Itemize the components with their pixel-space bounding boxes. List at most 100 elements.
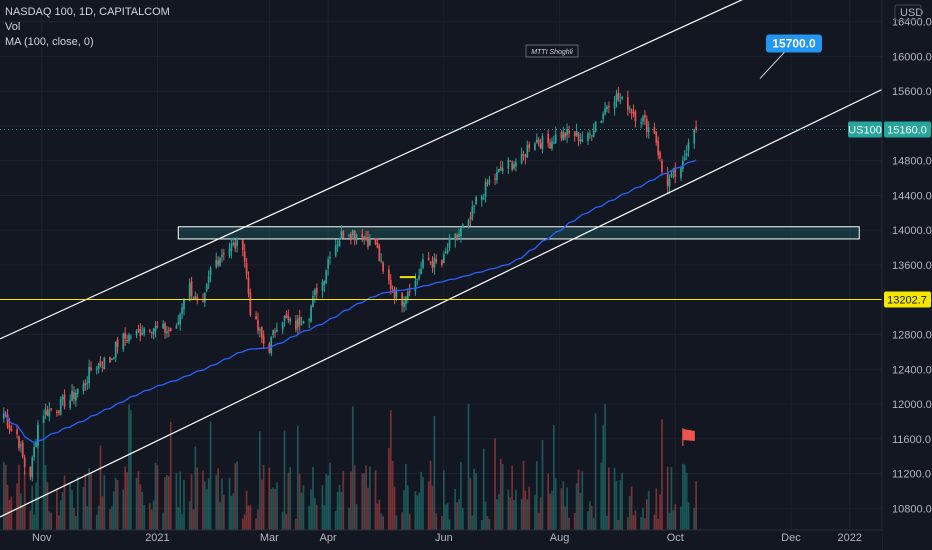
candle-body [501,168,504,172]
price-tick-label: 12800.0 [892,330,932,342]
volume-bar [365,465,367,530]
channel-upper-trendline[interactable] [0,0,770,340]
volume-bar [626,517,629,530]
candle-body [135,330,138,336]
volume-bar [589,501,591,530]
volume-bar [16,483,18,530]
support-zone-box[interactable] [177,226,860,240]
candle-body [234,242,237,249]
candle-body [661,160,663,173]
candle-body [687,142,690,151]
symbol-title[interactable]: NASDAQ 100, 1D, CAPITALCOM [5,6,170,18]
moving-average-line[interactable] [3,159,697,443]
time-tick-label: Mar [260,532,279,544]
candle-body [473,205,476,207]
candle-body [287,315,290,321]
volume-bar [209,421,212,530]
time-axis[interactable]: Nov 2021 Mar Apr Jun Aug Oct Dec 2022 [0,529,882,550]
candle-body [604,108,606,115]
candle-body [194,296,197,300]
volume-bar [276,482,278,530]
volume-indicator-label[interactable]: Vol [5,21,21,33]
volume-bar [615,480,618,530]
candle-body [270,337,273,354]
price-axis-bg [882,0,932,550]
volume-bar [241,518,244,530]
volume-bar [169,421,172,530]
candle-body [600,120,603,123]
volume-bar [143,504,146,530]
candle-body [181,307,183,314]
candle-body [672,171,675,173]
volume-bar [6,484,9,530]
candle-body [416,278,419,280]
chart-overlays[interactable]: MTTI Shoghli 15700.0 [0,0,883,518]
price-axis[interactable]: 10800.0 11200.0 11600.0 12000.0 12400.0 12800… [881,0,932,550]
ma-indicator-label[interactable]: MA (100, close, 0) [5,36,94,48]
callout-box [766,34,822,53]
volume-bar [287,472,290,530]
currency-label[interactable]: USD [900,7,923,19]
candle-body [680,167,682,178]
volume-bar [156,465,159,530]
candle-body [48,409,51,417]
volume-bar [329,462,331,530]
flag-marker-icon[interactable] [682,428,695,446]
volume-bar [350,471,352,530]
candle-body [486,183,489,185]
candle-body [387,269,390,281]
time-tick-label: Nov [32,532,52,544]
volume-bar [259,431,261,530]
volume-bar [494,438,496,530]
volume-bar [524,490,527,530]
volume-bar [475,473,477,530]
volume-bar [84,474,87,530]
candle-body [670,173,673,178]
candle-body [562,131,565,140]
volume-bar [18,464,20,530]
candle-body [442,254,445,264]
volume-bar [401,512,403,530]
candle-body [295,320,297,330]
volume-bar [29,510,32,530]
candle-body [255,316,257,320]
volume-bar [630,486,633,530]
candle-body [327,259,329,269]
candle-body [16,429,18,435]
volume-bar [215,474,218,530]
candle-body [461,224,464,228]
volume-bar [640,516,642,530]
candle-body [57,410,60,413]
volume-bar [289,467,292,530]
candle-body [630,109,633,114]
candle-body [276,329,278,332]
volume-bar [101,496,104,530]
volume-bar [672,510,675,530]
candle-body [175,325,178,329]
volume-bar [541,440,544,530]
candle-body [219,257,221,266]
support-zone[interactable] [177,226,860,240]
volume-bar [405,464,407,530]
volume-bar [507,489,510,530]
candle-body [395,290,398,298]
volume-bar [57,515,60,530]
candle-body [480,196,483,200]
candle-body [441,260,443,266]
target-callout[interactable]: 15700.0 [759,34,822,79]
callout-label: 15700.0 [772,37,816,51]
volume-bar [310,489,312,530]
channel-lower-trendline[interactable] [0,88,883,518]
callout-pointer [759,50,787,79]
volume-bar [183,479,185,530]
candle-body [302,321,305,324]
volume-bar [488,518,491,530]
volume-bar [461,507,464,530]
currency-button[interactable] [894,4,922,21]
time-tick-label: Oct [667,532,684,544]
candle-body [6,414,9,427]
volume-bar [59,500,62,530]
candle-body [116,339,119,347]
volume-bar [416,495,419,530]
